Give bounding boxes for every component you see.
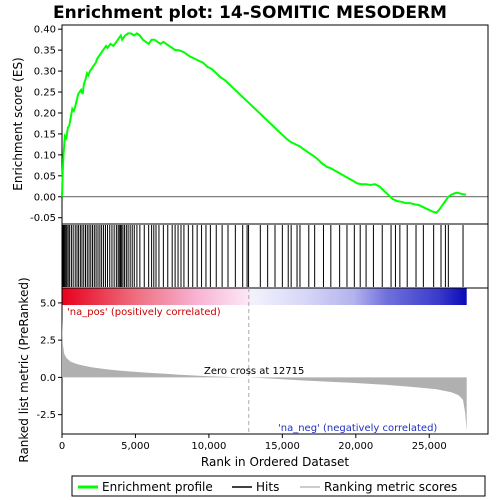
es-y-tick-label: 0.25 <box>34 88 56 99</box>
es-y-tick-label: 0.30 <box>34 67 56 78</box>
x-tick-label: 15,000 <box>265 441 300 452</box>
metric-y-tick-label: 0.0 <box>40 373 56 384</box>
es-y-label: Enrichment score (ES) <box>11 57 25 190</box>
x-tick-label: 10,000 <box>191 441 226 452</box>
x-axis-label: Rank in Ordered Dataset <box>201 455 349 469</box>
hits-lines <box>61 225 464 287</box>
x-tick-label: 0 <box>59 441 65 452</box>
x-tick-label: 25,000 <box>412 441 447 452</box>
legend-metric-label: Ranking metric scores <box>324 480 457 494</box>
metric-y-label: Ranked list metric (PreRanked) <box>17 277 31 462</box>
es-y-tick-label: 0.40 <box>34 25 56 36</box>
ranking-metric-area <box>62 317 467 431</box>
es-y-tick-label: -0.05 <box>30 213 56 224</box>
pos-label: 'na_pos' (positively correlated) <box>67 307 221 318</box>
es-y-tick-label: 0.00 <box>34 192 56 203</box>
rank-color-bar <box>62 288 467 305</box>
metric-y-tick-label: -2.5 <box>36 410 56 421</box>
metric-y-tick-label: 2.5 <box>40 336 56 347</box>
es-y-tick-label: 0.20 <box>34 108 56 119</box>
metric-y-tick-label: 5.0 <box>40 298 56 309</box>
es-y-tick-label: 0.05 <box>34 171 56 182</box>
es-y-tick-label: 0.10 <box>34 150 56 161</box>
x-tick-label: 5,000 <box>121 441 150 452</box>
legend-enrichment-label: Enrichment profile <box>102 480 213 494</box>
es-y-tick-label: 0.35 <box>34 46 56 57</box>
es-panel-frame <box>61 24 489 225</box>
neg-label: 'na_neg' (negatively correlated) <box>278 423 437 434</box>
x-axis: 0 5,000 10,000 15,000 20,000 25,000 <box>59 434 447 452</box>
zero-cross-label: Zero cross at 12715 <box>204 366 304 377</box>
enrichment-profile-line <box>61 32 467 214</box>
chart-title: Enrichment plot: 14-SOMITIC MESODERM <box>53 3 447 23</box>
legend-box <box>71 475 486 497</box>
es-y-tick-label: 0.15 <box>34 129 56 140</box>
es-y-axis: -0.05 0.00 0.05 0.10 0.15 0.20 0.25 0.30 0.35 0.4… <box>30 25 62 224</box>
metric-y-axis: -2.5 0.0 2.5 5.0 <box>36 298 62 421</box>
x-tick-label: 20,000 <box>338 441 373 452</box>
legend-hits-label: Hits <box>256 480 279 494</box>
